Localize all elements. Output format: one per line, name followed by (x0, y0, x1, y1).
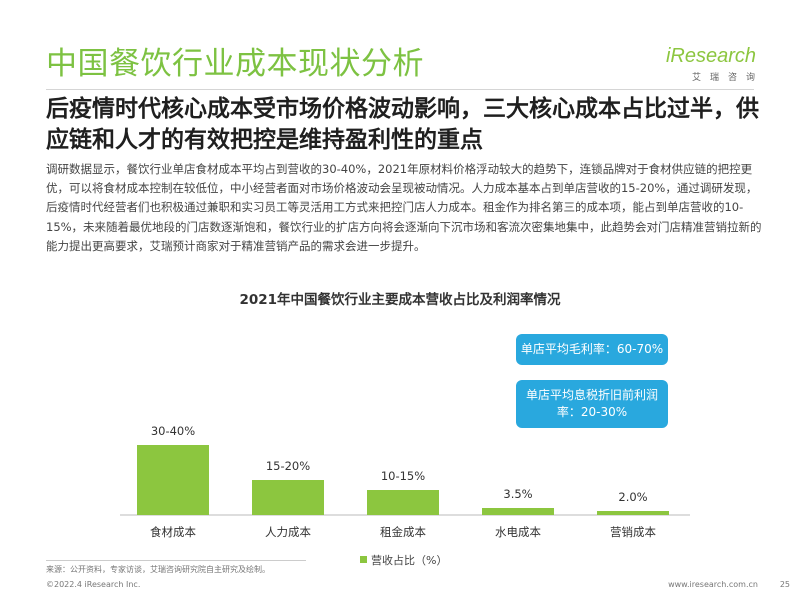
iresearch-logo: iResearch 艾瑞咨询 (666, 46, 756, 83)
category-label: 人力成本 (265, 525, 311, 539)
bar-value-label: 10-15% (381, 469, 425, 483)
bar-4 (482, 508, 554, 515)
chart-title: 2021年中国餐饮行业主要成本营收占比及利润率情况 (239, 292, 561, 308)
category-label: 营销成本 (610, 525, 656, 539)
category-label: 食材成本 (150, 525, 196, 539)
copyright: ©2022.4 iResearch Inc. (46, 580, 141, 589)
website-link[interactable]: www.iresearch.com.cn (668, 580, 758, 589)
chart-legend: 营收占比（%） (360, 552, 447, 568)
source-note: 来源：公开资料，专家访谈，艾瑞咨询研究院自主研究及绘制。 (46, 565, 270, 574)
gross-margin-callout: 单店平均毛利率：60-70% (516, 334, 668, 365)
category-label: 水电成本 (495, 525, 541, 539)
logo-sub: 艾瑞咨询 (691, 73, 764, 83)
page-title: 中国餐饮行业成本现状分析 (46, 46, 424, 82)
bar-2 (252, 480, 324, 515)
bar-3 (367, 490, 439, 515)
logo-brand: iResearch (665, 45, 756, 67)
bar-1 (137, 445, 209, 515)
body-paragraph: 调研数据显示，餐饮行业单店食材成本平均占到营收的30-40%，2021年原材料价… (46, 162, 762, 253)
title-divider (46, 89, 754, 90)
page-number: 25 (779, 580, 790, 589)
bar-value-label: 30-40% (151, 424, 195, 438)
footer-divider (46, 560, 306, 561)
page-subtitle: 后疫情时代核心成本受市场价格波动影响，三大核心成本占比过半，供应链和人才的有效把… (46, 96, 759, 153)
legend-label: 营收占比（%） (371, 554, 448, 567)
category-label: 租金成本 (380, 525, 426, 539)
net-margin-callout: 单店平均息税折旧前利润率：20-30% (516, 380, 668, 428)
legend-swatch (360, 556, 367, 563)
bar-value-label: 2.0% (618, 490, 647, 504)
bar-value-label: 3.5% (503, 487, 532, 501)
bar-5 (597, 511, 669, 515)
bar-value-label: 15-20% (266, 459, 310, 473)
